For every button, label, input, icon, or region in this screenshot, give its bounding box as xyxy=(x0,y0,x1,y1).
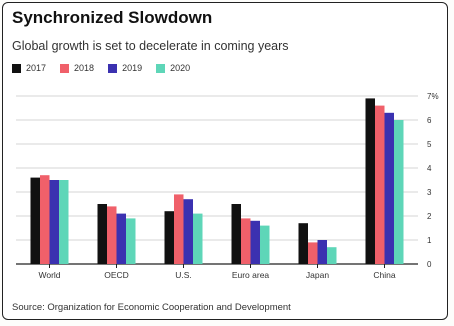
legend-swatch-2020 xyxy=(156,63,166,73)
y-tick-label: 0 xyxy=(427,260,432,269)
bar-2017-euro-area xyxy=(231,204,241,264)
x-tick-label: Euro area xyxy=(232,270,270,280)
x-tick-label: OECD xyxy=(104,270,129,280)
bar-2020-oecd xyxy=(126,218,136,264)
source-note: Source: Organization for Economic Cooper… xyxy=(12,302,291,313)
bar-2019-japan xyxy=(317,240,327,264)
bar-2020-china xyxy=(394,120,404,264)
bar-2017-world xyxy=(30,177,40,264)
bar-2017-u-s- xyxy=(164,211,174,264)
bar-2017-oecd xyxy=(97,204,107,264)
bar-2019-u-s- xyxy=(183,199,193,264)
legend-item-2019: 2019 xyxy=(108,63,142,73)
x-tick-label: China xyxy=(373,270,395,280)
legend-label-2019: 2019 xyxy=(122,63,143,73)
bar-2017-china xyxy=(365,98,375,265)
bar-2018-china xyxy=(375,105,385,264)
x-tick-label: U.S. xyxy=(175,270,192,280)
bar-2020-u-s- xyxy=(193,213,203,264)
bar-2017-japan xyxy=(298,223,308,264)
bar-2018-world xyxy=(40,175,50,264)
legend: 2017 2018 2019 2020 xyxy=(12,63,190,73)
y-tick-label: 1 xyxy=(427,236,432,245)
legend-label-2018: 2018 xyxy=(74,63,95,73)
bar-2020-japan xyxy=(327,247,337,264)
bar-2018-oecd xyxy=(107,206,117,264)
y-tick-label: 5 xyxy=(427,140,432,149)
legend-item-2018: 2018 xyxy=(60,63,94,73)
x-tick-label: Japan xyxy=(306,270,329,280)
chart-subtitle: Global growth is set to decelerate in co… xyxy=(12,39,289,53)
bar-2018-u-s- xyxy=(174,194,184,264)
y-tick-label: 3 xyxy=(427,188,432,197)
bar-2020-world xyxy=(59,180,69,264)
bar-2018-euro-area xyxy=(241,218,251,264)
x-tick-label: World xyxy=(38,270,60,280)
bar-2020-euro-area xyxy=(260,225,270,264)
y-tick-label: 6 xyxy=(427,116,432,125)
bar-2018-japan xyxy=(308,242,318,264)
y-tick-label: 2 xyxy=(427,212,432,221)
legend-item-2017: 2017 xyxy=(12,63,46,73)
bar-2019-oecd xyxy=(116,213,126,264)
bar-2019-world xyxy=(49,180,59,264)
legend-swatch-2019 xyxy=(108,63,118,73)
y-tick-label: 4 xyxy=(427,164,432,173)
legend-item-2020: 2020 xyxy=(156,63,190,73)
bar-2019-euro-area xyxy=(250,220,260,264)
legend-swatch-2017 xyxy=(12,63,21,73)
legend-label-2020: 2020 xyxy=(170,63,191,73)
legend-swatch-2018 xyxy=(60,63,70,73)
y-tick-label: 7% xyxy=(427,92,439,101)
chart-title: Synchronized Slowdown xyxy=(12,8,213,27)
bar-2019-china xyxy=(384,112,394,264)
legend-label-2017: 2017 xyxy=(26,63,47,73)
